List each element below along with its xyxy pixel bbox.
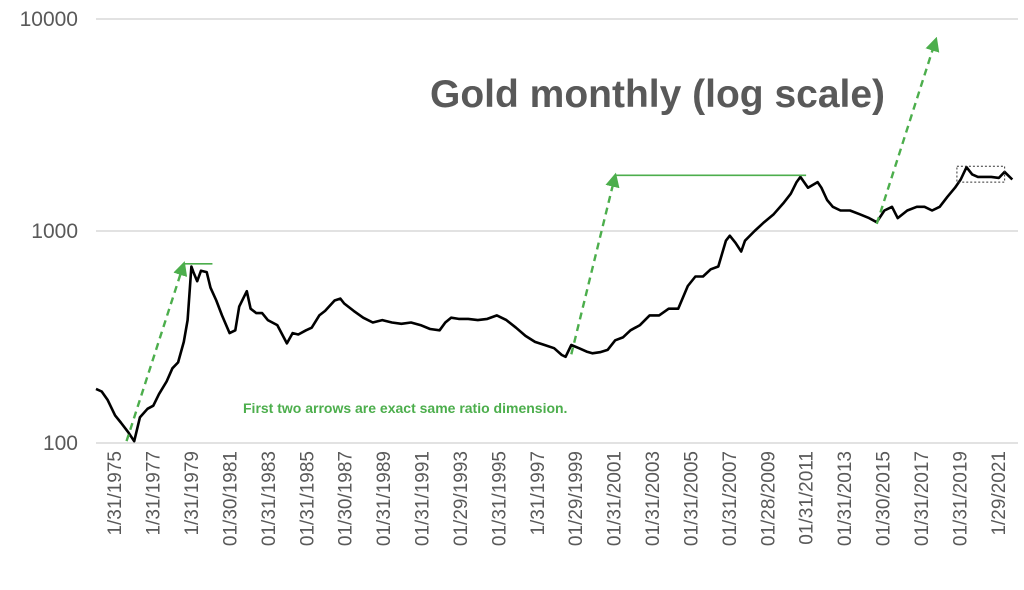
x-tick-label: 01/31/1995 <box>489 451 510 546</box>
price-series <box>95 165 1014 443</box>
y-tick-label: 1000 <box>31 220 78 243</box>
y-axis-ticks: 100 1000 10000 <box>20 8 78 455</box>
x-axis-ticks: 1/31/1975 1/31/1977 1/31/1979 01/30/1981 01/… <box>105 451 1010 546</box>
x-tick-label: 01/31/2017 <box>912 451 933 546</box>
x-tick-label: 01/31/2001 <box>605 451 626 546</box>
projection-arrow <box>875 36 940 225</box>
projection-arrow <box>570 172 620 355</box>
x-tick-label: 01/31/2003 <box>643 451 664 546</box>
x-tick-label: 01/31/2013 <box>835 451 856 546</box>
y-tick-label: 100 <box>43 432 78 455</box>
x-tick-label: 01/31/2005 <box>681 451 702 546</box>
x-tick-label: 01/29/1993 <box>451 451 472 546</box>
x-tick-label: 01/30/1987 <box>336 451 357 546</box>
x-tick-label: 01/31/1989 <box>374 451 395 546</box>
chart-title: Gold monthly (log scale) <box>430 73 885 116</box>
x-tick-label: 1/29/2021 <box>989 451 1010 536</box>
x-tick-label: 1/31/1975 <box>105 451 126 536</box>
annotation-note: First two arrows are exact same ratio di… <box>243 400 567 416</box>
x-tick-label: 1/31/1997 <box>528 451 549 536</box>
y-tick-label: 10000 <box>20 8 78 31</box>
x-tick-label: 01/31/1991 <box>413 451 434 546</box>
gridlines <box>96 18 1018 444</box>
annotations <box>125 36 1006 442</box>
x-tick-label: 01/29/1999 <box>566 451 587 546</box>
x-tick-label: 01/28/2009 <box>758 451 779 546</box>
x-tick-label: 01/31/2007 <box>720 451 741 546</box>
x-tick-label: 01/31/2011 <box>797 451 818 545</box>
x-tick-label: 1/31/1979 <box>182 451 203 536</box>
x-tick-label: 01/30/1981 <box>220 451 241 546</box>
series-line <box>95 165 1014 443</box>
projection-arrow <box>125 261 188 442</box>
x-tick-label: 01/31/1983 <box>259 451 280 546</box>
x-tick-label: 01/31/1985 <box>297 451 318 546</box>
x-tick-label: 01/31/2019 <box>950 451 971 546</box>
x-tick-label: 01/30/2015 <box>874 451 895 546</box>
x-tick-label: 1/31/1977 <box>144 451 165 536</box>
